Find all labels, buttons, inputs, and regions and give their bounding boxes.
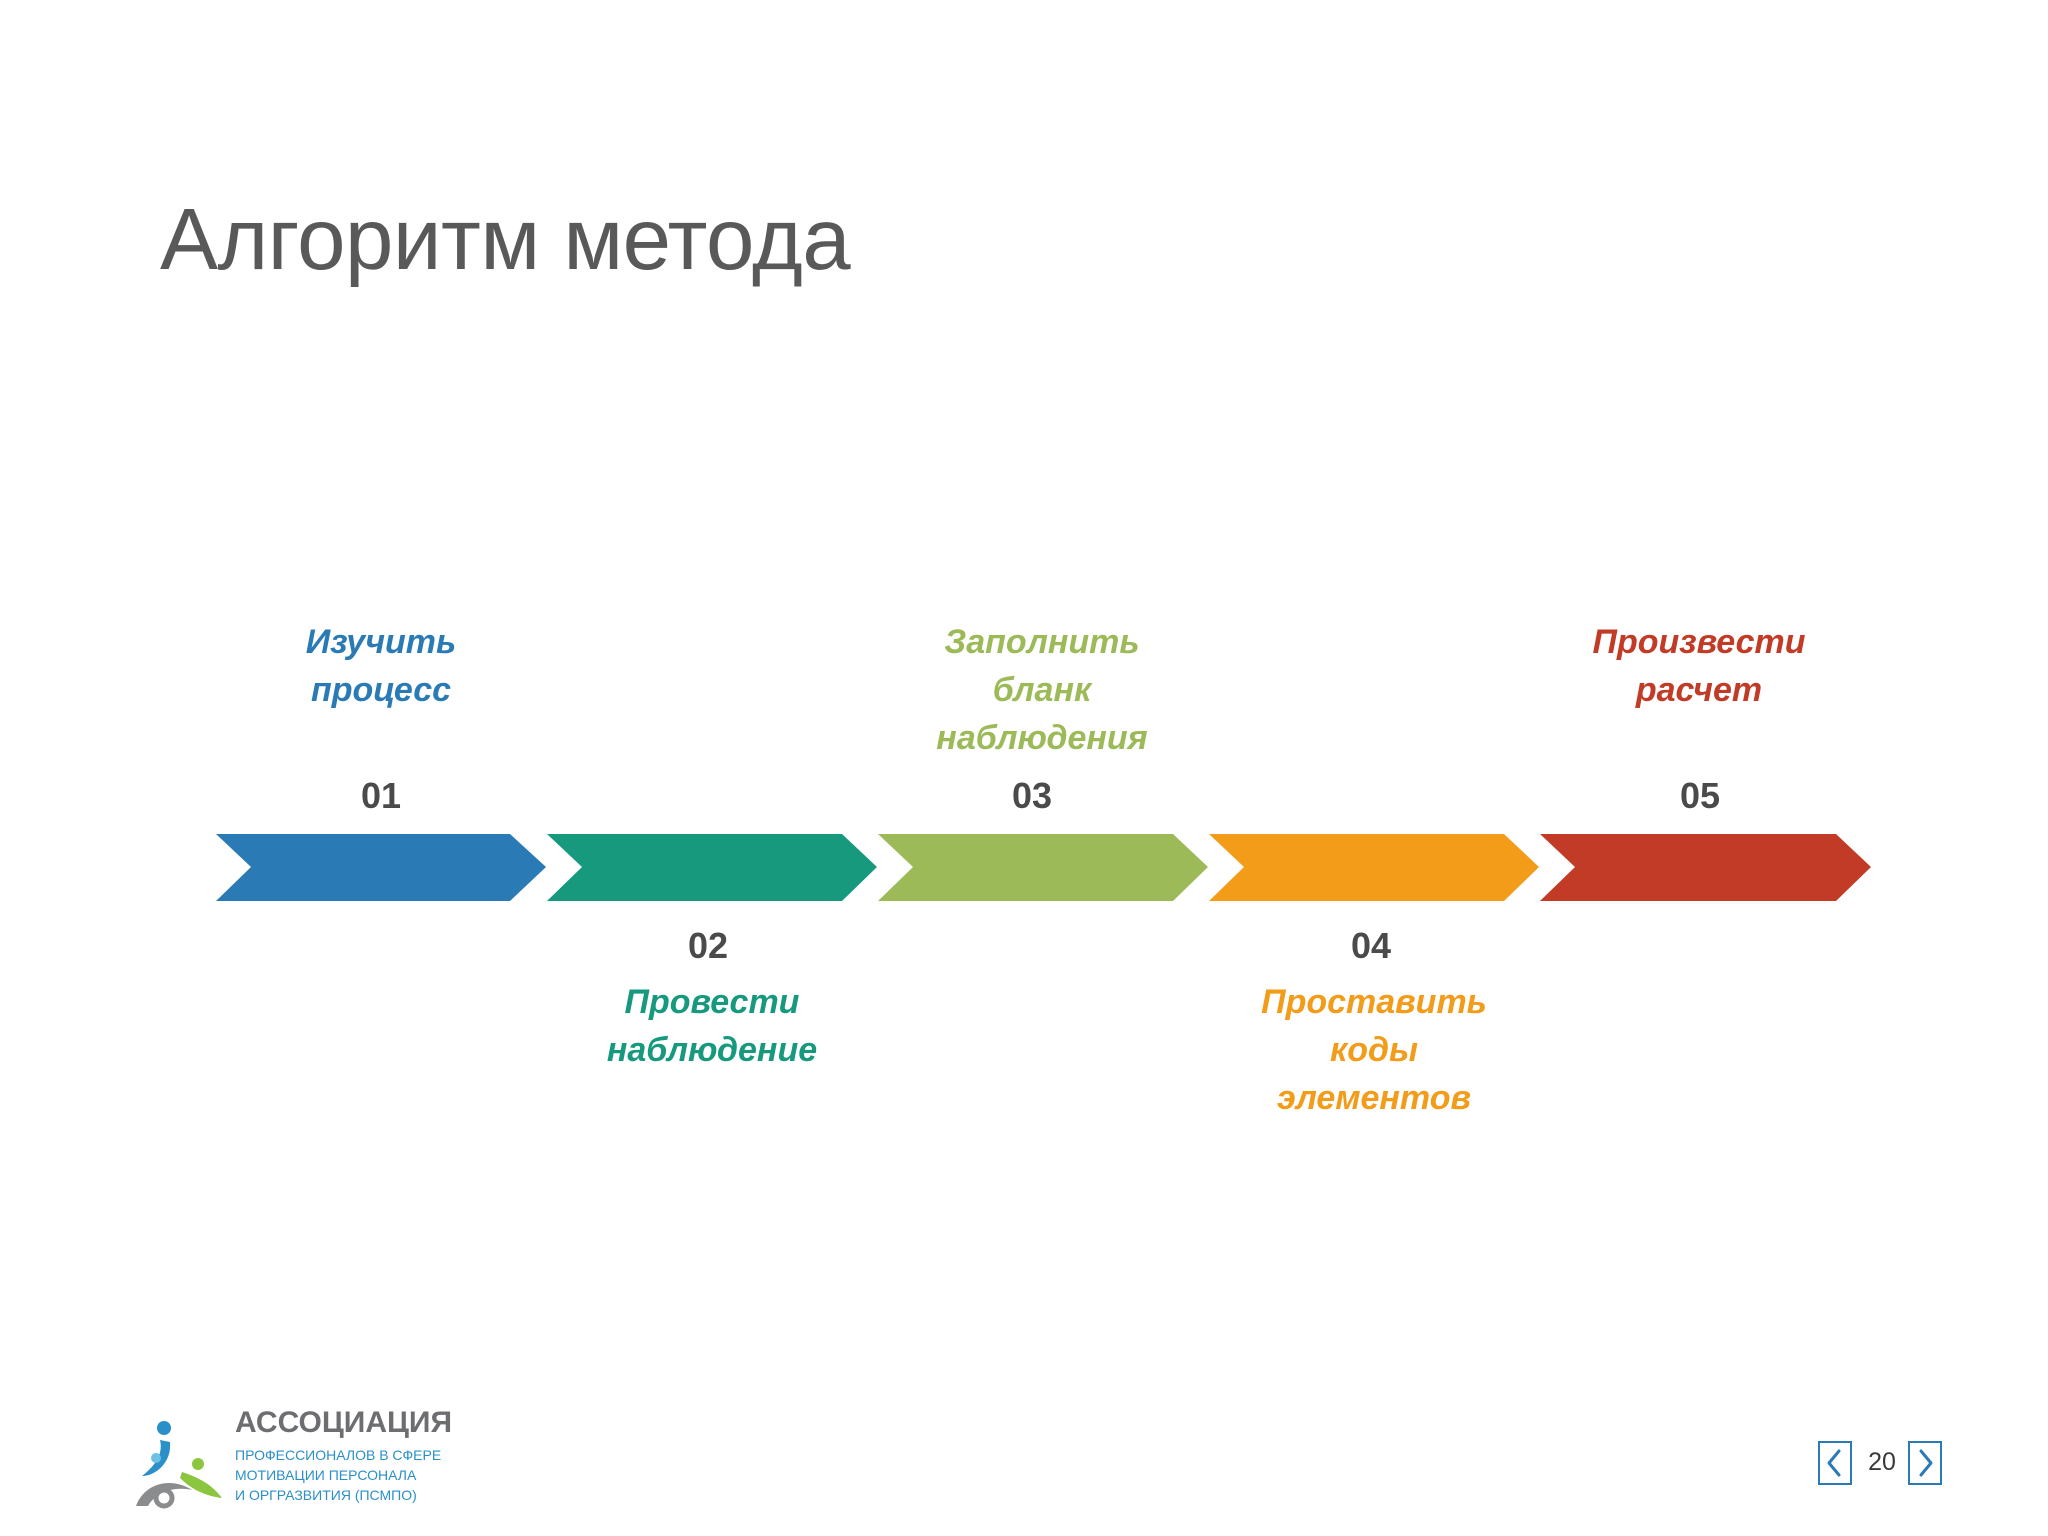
step-01-label-line-2: процесс [310,671,452,709]
step-01-number: 01 [360,775,402,816]
step-04-label-line-3: элементов [1276,1079,1472,1117]
step-05-number: 05 [1679,775,1721,816]
step-04-label: Проставить коды элементов [1224,978,1524,1122]
step-05-label: Произвести расчет [1549,618,1849,714]
chevron-left-icon [1827,1449,1841,1477]
slide-title: Алгоритм метода [160,191,851,288]
step-03-label-line-2: бланк [992,671,1092,709]
chevron-step-01 [216,834,546,901]
step-02-number: 02 [687,925,729,966]
page-number: 20 [1868,1448,1896,1476]
chevron-step-02 [547,834,877,901]
step-05-label-line-2: расчет [1635,671,1763,709]
chevron-step-04 [1209,834,1539,901]
logo-subtitle-line-3: И ОРГРАЗВИТИЯ (ПСМПО) [235,1487,417,1503]
association-logo: АССОЦИАЦИЯ ПРОФЕССИОНАЛОВ В СФЕРЕ МОТИВА… [130,1406,460,1516]
logo-subtitle-line-1: ПРОФЕССИОНАЛОВ В СФЕРЕ [235,1447,442,1463]
logo-title: АССОЦИАЦИЯ [235,1406,453,1439]
chevron-step-03 [878,834,1208,901]
previous-slide-button[interactable] [1818,1441,1852,1485]
step-04-label-line-2: коды [1329,1031,1419,1069]
step-03-number: 03 [1011,775,1053,816]
step-03-label: Заполнить бланк наблюдения [892,618,1192,762]
step-03-label-line-3: наблюдения [936,719,1148,757]
step-03-label-line-1: Заполнить [944,623,1140,661]
step-01-label: Изучить процесс [231,618,531,714]
chevron-right-icon [1919,1449,1933,1477]
logo-subtitle-line-2: МОТИВАЦИИ ПЕРСОНАЛА [235,1467,417,1483]
step-02-label-line-1: Провести [624,983,800,1021]
association-logo-mark [136,1421,222,1509]
step-05-label-line-1: Произвести [1592,623,1806,661]
step-04-number: 04 [1350,925,1392,966]
step-04-label-line-1: Проставить [1261,983,1487,1021]
chevron-step-05 [1540,834,1871,901]
step-01-label-line-1: Изучить [305,623,457,661]
step-02-label: Провести наблюдение [562,978,862,1074]
next-slide-button[interactable] [1908,1441,1942,1485]
step-02-label-line-2: наблюдение [606,1031,818,1069]
